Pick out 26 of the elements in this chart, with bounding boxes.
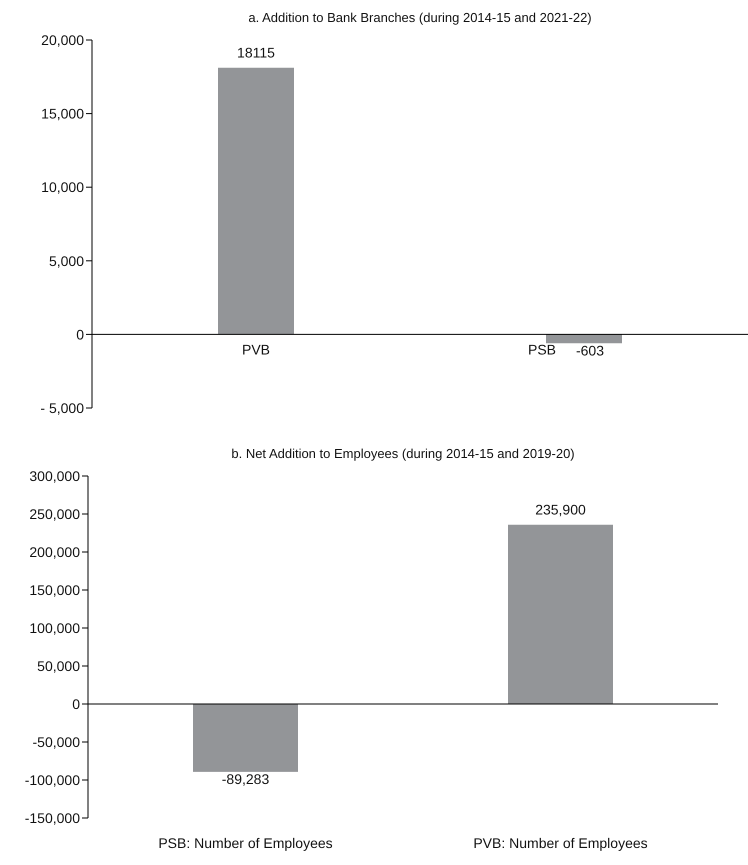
x-tick-label: PSB — [528, 341, 556, 358]
y-tick-label: 20,000 — [41, 32, 84, 48]
x-tick-label: PVB — [242, 341, 270, 358]
chart-title: b. Net Addition to Employees (during 2014-15 and 2019-20) — [230, 446, 576, 461]
y-tick-label: -100,000 — [24, 772, 80, 788]
y-tick-label: 10,000 — [41, 179, 84, 196]
y-tick-label: 250,000 — [29, 506, 80, 522]
x-tick-label: PSB: Number of Employees — [158, 835, 333, 851]
x-tick-label: PVB: Number of Employees — [473, 835, 648, 851]
y-tick-label: -50,000 — [32, 734, 80, 750]
y-tick-label: 0 — [72, 696, 80, 712]
y-tick-label: 300,000 — [29, 468, 80, 484]
y-tick-label: 50,000 — [37, 658, 80, 674]
y-tick-label: 150,000 — [29, 582, 80, 598]
y-tick-label: 0 — [76, 326, 84, 342]
y-tick-label: 200,000 — [29, 544, 80, 560]
y-tick-label: 5,000 — [48, 252, 84, 269]
data-label: -603 — [576, 342, 604, 358]
data-label: -89,283 — [222, 770, 270, 787]
y-tick-label: -150,000 — [24, 810, 80, 826]
data-label: 18115 — [237, 44, 276, 61]
y-tick-label: 100,000 — [29, 620, 80, 636]
data-label: 235,900 — [535, 502, 586, 518]
chart-title: a. Addition to Bank Branches (during 2014-15 and 2021-22) — [247, 10, 593, 25]
y-tick-label: - 5,000 — [40, 400, 84, 416]
y-tick-label: 15,000 — [41, 106, 84, 122]
